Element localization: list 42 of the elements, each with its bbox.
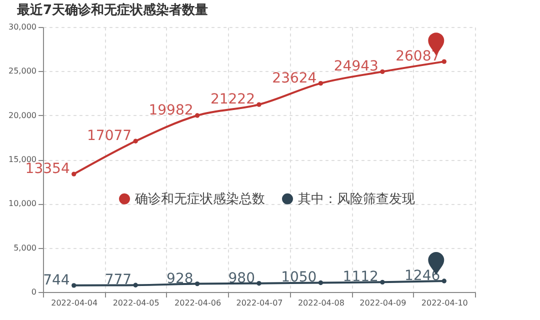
x-tick-label: 2022-04-07 (236, 298, 283, 308)
data-label: 777 (104, 272, 132, 288)
y-tick-label: 30,000 (8, 22, 36, 32)
point (380, 69, 385, 74)
point (256, 281, 262, 286)
x-tick-label: 2022-04-09 (360, 298, 406, 308)
x-tick-label: 2022-04-06 (174, 298, 222, 308)
legend-label: 其中：风险筛查发现 (298, 192, 415, 207)
y-tick-label: 15,000 (8, 155, 36, 164)
data-label: 744 (43, 272, 70, 288)
point (72, 172, 76, 176)
y-tick-label: 0 (31, 288, 36, 296)
data-label: 928 (166, 270, 194, 287)
x-tick-label: 2022-04-04 (51, 298, 98, 308)
y-tick-label: 20,000 (8, 110, 36, 120)
point (442, 278, 446, 284)
point (194, 281, 200, 286)
x-tick-label: 2022-04-10 (421, 298, 468, 308)
y-tick-label: 10,000 (8, 199, 36, 208)
point (318, 280, 324, 286)
x-tick-label: 2022-04-08 (298, 298, 344, 308)
point (133, 282, 138, 288)
y-tick-label: 25,000 (8, 66, 36, 76)
point (318, 80, 324, 86)
data-label: 24943 (334, 58, 378, 75)
data-label: 17077 (87, 128, 132, 144)
data-label: 1112 (342, 269, 378, 286)
point (133, 138, 138, 144)
point (442, 59, 446, 64)
data-label: 19982 (148, 102, 194, 118)
data-label: 980 (228, 270, 255, 286)
point (380, 280, 385, 285)
y-tick-label: 5,000 (14, 243, 36, 252)
x-tick-label: 2022-04-05 (112, 298, 160, 308)
point (256, 102, 262, 107)
data-label: 23624 (272, 70, 317, 86)
data-label: 1050 (281, 270, 317, 286)
point (72, 283, 76, 288)
point (194, 113, 200, 118)
chart-title: 最近7天确诊和无症状感染者数量 (16, 2, 208, 18)
data-label: 21222 (210, 92, 255, 108)
legend-label: 确诊和无症状感染总数 (134, 192, 265, 207)
